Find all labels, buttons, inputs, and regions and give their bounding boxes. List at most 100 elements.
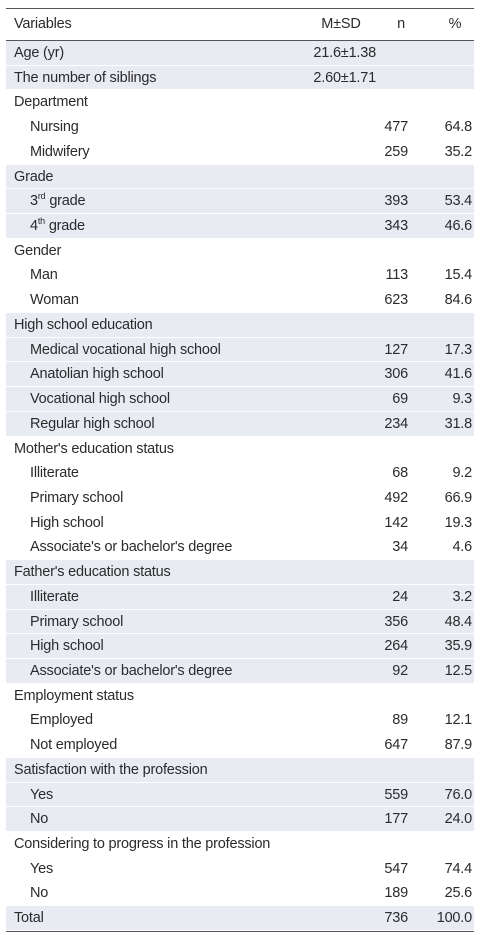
label-part: 4 (30, 218, 38, 235)
count: 306 (384, 366, 408, 383)
table-row: Mother's education status (6, 437, 474, 462)
count: 24 (392, 588, 408, 605)
row-label: Nursing (30, 119, 79, 136)
table-row: Considering to progress in the professio… (6, 832, 474, 857)
table-row: High school 142 19.3 (6, 511, 474, 536)
row-label: Regular high school (30, 415, 155, 432)
row-label: Yes (30, 786, 54, 803)
percent: 64.8 (444, 119, 473, 136)
table-row: Man 113 15.4 (6, 263, 474, 289)
count: 142 (384, 514, 408, 531)
count: 68 (392, 465, 408, 482)
table-row: Vocational high school 69 9.3 (6, 387, 474, 412)
table-row: Regular high school 234 31.8 (6, 411, 474, 437)
table-row: Father's education status (6, 560, 474, 585)
count: 189 (384, 885, 408, 902)
table-row: High school 264 35.9 (6, 634, 474, 659)
percent: 76.0 (444, 786, 473, 803)
count: 559 (384, 786, 408, 803)
group-title: Gender (14, 242, 62, 259)
row-label: Primary school (30, 489, 124, 506)
row-label: Midwifery (30, 143, 90, 160)
percent: 19.3 (444, 514, 473, 531)
percent: 15.4 (444, 267, 473, 284)
count: 477 (384, 119, 408, 136)
percent: 24.0 (444, 811, 473, 828)
mean-sd: 2.60±1.71 (313, 69, 376, 86)
header-cell: n (397, 16, 405, 32)
count: 547 (384, 860, 408, 877)
header-cell: % (448, 16, 462, 32)
group-title: Father's education status (14, 564, 171, 581)
table-row: Not employed 647 87.9 (6, 733, 474, 758)
table-row: Employment status (6, 684, 474, 709)
table-row: Gender (6, 239, 474, 264)
percent: 53.4 (444, 193, 473, 210)
table-row: Associate's or bachelor's degree 34 4.6 (6, 535, 474, 561)
row-label: Illiterate (30, 465, 79, 482)
row-label: 3rd grade (30, 189, 86, 213)
table-row: Yes 547 74.4 (6, 857, 474, 882)
percent: 17.3 (444, 341, 473, 358)
row-label: Total (14, 910, 44, 927)
table-row: Satisfaction with the profession (6, 757, 474, 783)
percent: 46.6 (444, 218, 473, 235)
mean-sd: 21.6±1.38 (313, 45, 376, 61)
count: 127 (384, 341, 408, 358)
label-part: rd (37, 191, 46, 202)
row-label: Primary school (30, 613, 124, 630)
table-row: Nursing 477 64.8 (6, 115, 474, 140)
count: 177 (384, 811, 408, 828)
row-label: No (30, 885, 49, 902)
count: 69 (392, 391, 408, 408)
table-row: Illiterate 24 3.2 (6, 584, 474, 610)
count: 492 (384, 489, 408, 506)
table-row: Grade (6, 164, 474, 190)
top-rule (6, 8, 474, 9)
group-title: Employment status (14, 687, 134, 704)
table-row: Woman 623 84.6 (6, 288, 474, 313)
row-label: 4th grade (30, 214, 85, 238)
count: 92 (392, 663, 408, 679)
row-label: Vocational high school (30, 391, 170, 408)
header-row: Variables M±SD n% (6, 12, 474, 37)
count: 34 (392, 539, 408, 556)
group-title: Considering to progress in the professio… (14, 836, 271, 853)
count: 259 (384, 143, 408, 160)
percent: 25.6 (444, 885, 473, 902)
row-label: Yes (30, 860, 54, 877)
percent: 31.8 (444, 415, 473, 432)
percent: 9.3 (452, 391, 472, 408)
row-label: High school (30, 638, 104, 655)
row-label: Man (30, 267, 58, 284)
percent: 74.4 (444, 860, 473, 877)
row-label: The number of siblings (14, 69, 157, 86)
row-label: Employed (30, 712, 93, 729)
table-row: The number of siblings 2.60±1.71 (6, 65, 474, 91)
percent: 9.2 (452, 465, 472, 482)
percent: 41.6 (444, 366, 473, 383)
table-row: Medical vocational high school 127 17.3 (6, 337, 474, 363)
count: 393 (384, 193, 408, 210)
row-label: Illiterate (30, 588, 79, 605)
table-row: 4th grade 343 46.6 (6, 214, 474, 239)
label-part: th (37, 216, 45, 227)
table-row: Primary school 492 66.9 (6, 486, 474, 511)
table-row: Illiterate 68 9.2 (6, 461, 474, 486)
row-label: Medical vocational high school (30, 341, 221, 358)
percent: 87.9 (444, 737, 473, 754)
table-row: Anatolian high school 306 41.6 (6, 362, 474, 388)
percent: 3.2 (452, 588, 472, 605)
group-title: Satisfaction with the profession (14, 761, 208, 778)
label-part: 3 (30, 193, 38, 210)
count: 234 (384, 415, 408, 432)
row-label: Associate's or bachelor's degree (30, 663, 233, 679)
label-part: grade (44, 218, 85, 235)
row-label: No (30, 811, 49, 828)
count: 343 (384, 218, 408, 235)
percent: 4.6 (452, 539, 472, 556)
header-cell: Variables (14, 16, 72, 32)
percent: 12.1 (444, 712, 473, 729)
group-title: Grade (14, 168, 54, 185)
table-row: Primary school 356 48.4 (6, 609, 474, 635)
